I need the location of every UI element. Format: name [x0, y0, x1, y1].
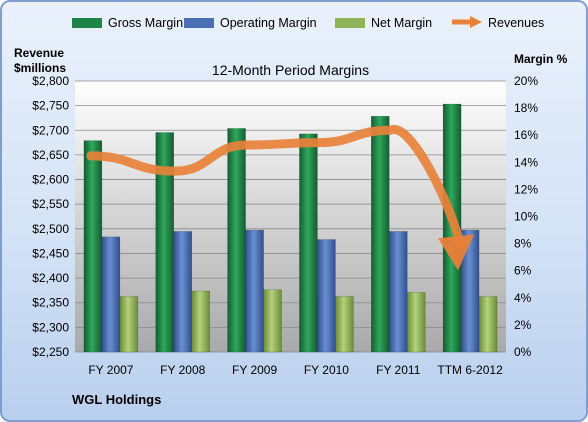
y-right-tick-label: 0%: [514, 345, 532, 359]
y-right-label: Margin %: [514, 52, 568, 66]
x-tick-label: FY 2009: [232, 363, 277, 377]
y-left-tick-label: $2,700: [32, 123, 69, 137]
y-left-tick-label: $2,500: [32, 222, 69, 236]
bar-net-margin: [263, 289, 282, 353]
y-left-tick-label: $2,300: [32, 320, 69, 334]
x-tick-label: FY 2008: [160, 363, 205, 377]
y-left-tick-label: $2,600: [32, 173, 69, 187]
bar-gross-margin: [299, 133, 318, 353]
y-left-tick-label: $2,400: [32, 271, 69, 285]
company-name: WGL Holdings: [72, 392, 162, 407]
y-right-tick-label: 8%: [514, 237, 532, 251]
plot-area: [75, 81, 506, 352]
bar-operating-margin: [173, 231, 192, 353]
y-right-tick-label: 20%: [514, 74, 538, 88]
revenue-arrowhead: [438, 234, 475, 271]
y-left-tick-label: $2,800: [32, 74, 69, 88]
y-right-tick-label: 16%: [514, 128, 538, 142]
legend-label-revenues: Revenues: [488, 16, 545, 30]
bar-net-margin: [407, 292, 426, 353]
bar-net-margin: [119, 296, 139, 353]
bar-net-margin: [335, 296, 354, 353]
bar-gross-margin: [83, 140, 103, 353]
revenue-line: [86, 125, 465, 249]
legend-swatch-net: [335, 18, 365, 28]
legend-swatch-revenues: [452, 16, 482, 28]
bar-gross-margin: [155, 132, 174, 353]
y-left-tick-label: $2,650: [32, 148, 69, 162]
x-tick-label: TTM 6-2012: [437, 363, 503, 377]
legend-label-net: Net Margin: [371, 16, 433, 30]
legend-swatch-operating: [184, 18, 214, 28]
legend-swatch-gross: [72, 18, 102, 28]
bar-net-margin: [478, 296, 498, 353]
bar-operating-margin: [389, 231, 408, 353]
y-left-label-line2: $millions: [14, 61, 67, 75]
y-left-tick-label: $2,750: [32, 99, 69, 113]
y-right-tick-label: 14%: [514, 155, 538, 169]
y-left-tick-label: $2,350: [32, 296, 69, 310]
y-right-tick-label: 4%: [514, 291, 532, 305]
y-right-tick-label: 18%: [514, 101, 538, 115]
y-left-label-line1: Revenue: [14, 46, 65, 60]
bar-net-margin: [191, 290, 210, 353]
legend-label-operating: Operating Margin: [220, 16, 317, 30]
x-tick-label: FY 2011: [376, 363, 421, 377]
bar-gross-margin: [371, 115, 390, 353]
bar-operating-margin: [245, 229, 264, 353]
x-tick-label: FY 2010: [304, 363, 349, 377]
bar-operating-margin: [101, 236, 121, 353]
bar-operating-margin: [460, 229, 480, 353]
bar-operating-margin: [317, 239, 336, 353]
y-left-tick-label: $2,550: [32, 197, 69, 211]
bar-gross-margin: [227, 128, 246, 353]
y-right-tick-label: 6%: [514, 264, 532, 278]
x-tick-label: FY 2007: [88, 363, 133, 377]
legend-label-gross: Gross Margin: [108, 16, 184, 30]
y-right-tick-label: 12%: [514, 182, 538, 196]
y-left-tick-label: $2,250: [32, 345, 69, 359]
y-right-tick-label: 10%: [514, 210, 538, 224]
chart-title: 12-Month Period Margins: [212, 62, 369, 78]
y-left-tick-label: $2,450: [32, 246, 69, 260]
y-right-tick-label: 2%: [514, 318, 532, 332]
